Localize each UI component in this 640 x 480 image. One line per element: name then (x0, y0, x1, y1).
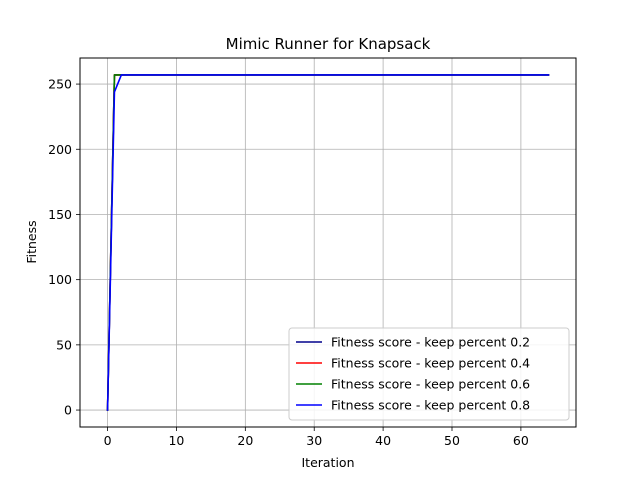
x-tick-label: 30 (306, 433, 322, 448)
series-lines (106, 74, 550, 411)
y-tick-label: 50 (56, 337, 72, 352)
chart-title: Mimic Runner for Knapsack (226, 35, 431, 53)
series-line-4 (106, 74, 550, 411)
legend: Fitness score - keep percent 0.2 Fitness … (288, 327, 570, 421)
x-axis-label: Iteration (301, 455, 354, 470)
grid-lines (80, 58, 576, 427)
y-tick-label: 100 (48, 272, 72, 287)
axis-ticks: 0 10 20 30 40 50 60 0 50 100 150 200 250 (48, 77, 529, 448)
x-tick-label: 60 (513, 433, 529, 448)
y-tick-label: 150 (48, 207, 72, 222)
x-tick-label: 10 (168, 433, 184, 448)
legend-entry-label: Fitness score - keep percent 0.2 (331, 335, 530, 350)
x-tick-label: 40 (375, 433, 391, 448)
y-tick-label: 0 (64, 403, 72, 418)
legend-entry-label: Fitness score - keep percent 0.6 (331, 377, 530, 392)
axes-frame (79, 57, 577, 428)
legend-entry-label: Fitness score - keep percent 0.8 (331, 398, 530, 413)
x-tick-label: 0 (104, 433, 112, 448)
legend-box (288, 327, 570, 421)
legend-entry-label: Fitness score - keep percent 0.4 (331, 356, 530, 371)
x-tick-label: 50 (444, 433, 460, 448)
y-tick-label: 200 (48, 142, 72, 157)
y-tick-label: 250 (48, 77, 72, 92)
y-axis-label: Fitness (24, 220, 39, 263)
x-tick-label: 20 (237, 433, 253, 448)
